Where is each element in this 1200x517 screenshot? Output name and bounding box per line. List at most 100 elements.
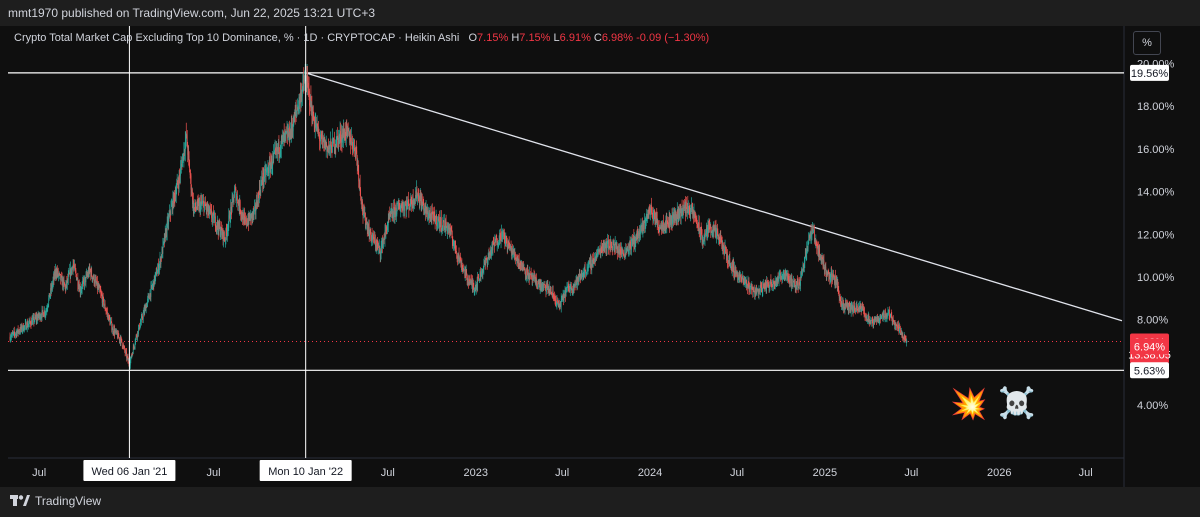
candle-body: [725, 247, 727, 254]
candle-body: [316, 124, 318, 130]
candle-body: [530, 273, 532, 275]
candle-body: [759, 289, 760, 291]
candle-body: [181, 164, 183, 167]
candle-body: [117, 332, 119, 338]
candle-body: [191, 189, 192, 193]
candle-body: [106, 311, 108, 313]
candle-body: [593, 258, 595, 264]
candle-body: [65, 285, 67, 290]
candle-body: [527, 269, 529, 271]
candle-body: [339, 135, 340, 139]
candle-body: [570, 284, 572, 286]
candle-body: [185, 133, 187, 142]
candle-body: [252, 213, 254, 216]
candle-body: [146, 302, 148, 308]
candle-body: [122, 345, 124, 348]
candle-body: [599, 249, 600, 252]
candle-body: [125, 351, 127, 353]
candle-body: [237, 196, 238, 203]
candle-body: [132, 346, 134, 354]
candle-body: [559, 304, 561, 306]
candle-body: [31, 320, 33, 325]
candle-body: [337, 137, 339, 146]
candle-body: [498, 241, 500, 244]
candle-body: [97, 281, 98, 289]
candle-body: [883, 312, 885, 317]
candle-body: [91, 269, 93, 277]
candle-body: [300, 92, 301, 98]
candle-body: [584, 267, 585, 272]
candle-body: [720, 239, 722, 240]
candle-body: [194, 202, 196, 208]
candle-body: [683, 207, 684, 209]
candle-body: [345, 137, 347, 139]
candle-body: [441, 228, 443, 230]
candle-body: [792, 282, 794, 287]
footer-bar: [0, 487, 1200, 517]
x-axis[interactable]: Jul Jul Jul 2023 Jul 2024 Jul 2025 Jul 2026 Jul: [32, 467, 1093, 479]
candle-body: [328, 148, 329, 149]
candle-body: [435, 215, 437, 220]
candle-body: [387, 217, 389, 226]
candle-body: [203, 201, 204, 203]
legend-open-label: O: [468, 32, 478, 44]
candle-body: [519, 262, 521, 267]
candle-body: [494, 239, 496, 246]
candle-body: [769, 284, 771, 287]
candle-body: [188, 149, 189, 156]
candle-body: [585, 273, 587, 274]
candle-body: [142, 313, 144, 319]
candle-body: [537, 283, 539, 288]
candle-body: [712, 230, 713, 232]
candle-body: [761, 291, 763, 293]
candle-body: [140, 323, 141, 328]
candle-body: [539, 281, 541, 289]
candle-body: [588, 262, 589, 265]
candle-body: [562, 293, 564, 300]
candle-body: [857, 309, 859, 311]
candle-body: [396, 214, 397, 216]
candle-body: [87, 275, 89, 276]
candle-body: [113, 328, 115, 334]
candle-body: [22, 329, 23, 331]
percent-scale-button[interactable]: %: [1133, 31, 1161, 55]
candle-body: [775, 281, 777, 285]
candle-body: [602, 246, 604, 251]
candle-body: [740, 275, 742, 280]
candle-body: [123, 346, 125, 348]
candle-body: [581, 274, 583, 279]
candle-body: [375, 240, 376, 247]
candle-body: [197, 200, 199, 202]
candle-body: [337, 136, 339, 138]
candle-body: [840, 304, 842, 307]
candle-body: [192, 200, 194, 204]
candle-body: [825, 266, 826, 269]
candle-body: [279, 152, 280, 155]
candle-body: [772, 281, 774, 287]
candle-body: [839, 296, 841, 298]
candle-body: [483, 261, 485, 265]
trendline[interactable]: [305, 72, 1123, 322]
candle-body: [689, 213, 691, 216]
candle-body: [501, 231, 503, 240]
candle-body: [127, 356, 128, 358]
candle-body: [529, 272, 531, 275]
tradingview-logo[interactable]: TradingView: [10, 494, 101, 508]
candle-body: [770, 279, 771, 285]
candle-body: [828, 270, 830, 276]
candle-body: [607, 240, 609, 242]
candle-body: [721, 239, 723, 243]
candle-body: [522, 269, 523, 272]
candle-body: [417, 196, 418, 199]
candle-body: [428, 213, 430, 218]
candle-body: [763, 284, 765, 286]
candle-body: [150, 286, 152, 297]
candle-body: [568, 286, 570, 291]
candle-body: [449, 227, 450, 234]
candle-body: [793, 281, 794, 283]
price-badge-label: 5.63%: [1134, 365, 1165, 377]
candle-body: [118, 337, 120, 338]
candle-body: [900, 332, 902, 334]
candle-body: [866, 317, 867, 318]
